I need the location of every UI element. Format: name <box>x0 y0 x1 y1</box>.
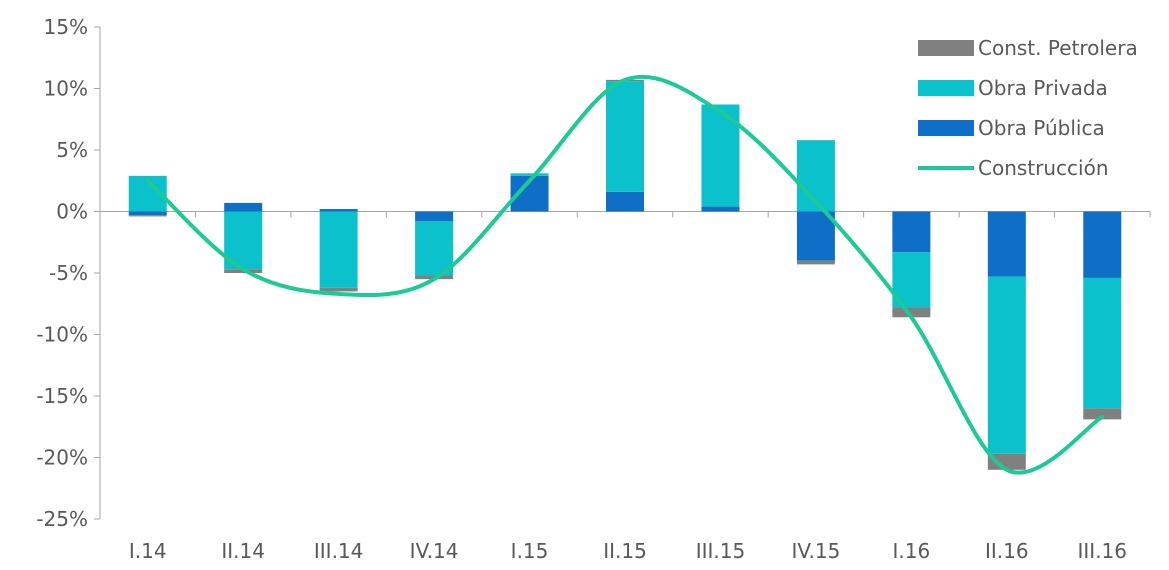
legend-swatch <box>918 40 974 56</box>
legend-label: Construcción <box>978 156 1109 180</box>
bar-obra-privada-5 <box>606 81 644 192</box>
x-tick-label: III.14 <box>314 539 364 563</box>
bar-obra-privada-10 <box>1083 277 1122 409</box>
x-tick-label: I.16 <box>893 539 931 563</box>
bar-const-petrolera-7 <box>796 260 835 265</box>
x-tick-label: I.14 <box>129 539 167 563</box>
bar-const-petrolera-0 <box>128 215 167 217</box>
bar-obra-publica-9 <box>987 211 1026 277</box>
bar-obra-privada-9 <box>987 276 1026 454</box>
x-axis: I.14 II.14 III.14 IV.14 I.15 II.15 III.15 IV.15… <box>99 211 1151 563</box>
y-tick-label: 0% <box>56 200 88 224</box>
bar-obra-publica-6 <box>701 206 740 212</box>
x-tick-label: IV.15 <box>792 539 841 563</box>
legend-label: Obra Privada <box>978 76 1108 100</box>
bar-const-petrolera-2 <box>319 287 358 292</box>
legend-label: Obra Pública <box>978 116 1105 140</box>
x-tick-label: II.15 <box>603 539 647 563</box>
y-tick-label: -15% <box>36 384 88 408</box>
x-tick-label: II.14 <box>221 539 265 563</box>
y-tick-label: -5% <box>49 261 88 285</box>
y-tick-label: 5% <box>56 138 88 162</box>
bar-obra-publica-2 <box>319 209 358 212</box>
bar-const-petrolera-8 <box>892 307 931 318</box>
line-layer <box>145 74 1105 475</box>
y-tick-label: -10% <box>36 323 88 347</box>
legend-label: Const. Petrolera <box>978 36 1138 60</box>
bar-obra-publica-7 <box>796 211 835 261</box>
bar-const-petrolera-10 <box>1083 408 1122 420</box>
legend-swatch <box>918 80 974 96</box>
bar-const-petrolera-9 <box>987 453 1026 470</box>
y-tick-label: 15% <box>44 15 88 39</box>
bar-obra-publica-0 <box>128 211 167 216</box>
bar-obra-privada-4 <box>510 173 549 176</box>
bar-obra-publica-3 <box>415 211 454 222</box>
x-tick-label: II.16 <box>985 539 1029 563</box>
bar-obra-privada-2 <box>319 211 358 288</box>
x-tick-label: I.15 <box>511 539 549 563</box>
bar-obra-publica-10 <box>1083 211 1122 278</box>
bars <box>128 79 1122 470</box>
line-construccion <box>145 74 1105 475</box>
y-tick-label: -25% <box>36 507 88 531</box>
bar-obra-publica-1 <box>224 202 263 212</box>
bar-obra-publica-5 <box>606 191 644 212</box>
bar-obra-publica-8 <box>892 211 931 253</box>
x-tick-label: III.15 <box>696 539 746 563</box>
legend: Const. Petrolera Obra Privada Obra Pública… <box>918 36 1138 180</box>
y-tick-label: -20% <box>36 446 88 470</box>
x-tick-label: IV.14 <box>410 539 459 563</box>
legend-swatch <box>918 120 974 136</box>
y-axis: 15% 10% 5% 0% -5% -10% -15% -20% -25% <box>36 15 101 531</box>
bar-obra-privada-3 <box>415 221 454 276</box>
x-tick-label: III.16 <box>1078 539 1128 563</box>
y-tick-label: 10% <box>44 77 88 101</box>
